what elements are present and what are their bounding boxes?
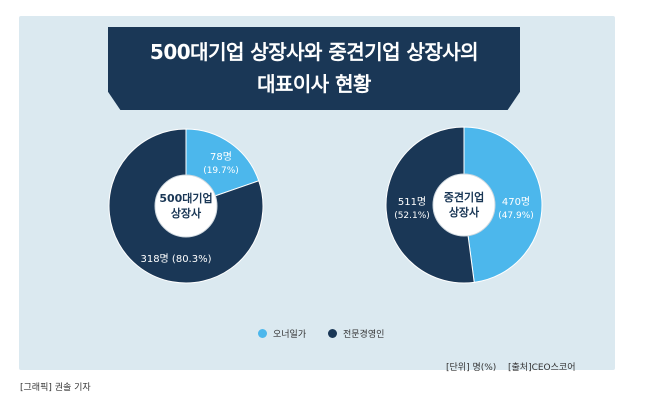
legend-label-owner: 오너일가 [273,330,307,340]
pie-1-center-label-1: 상장사 [449,205,480,219]
legend-swatch-owner [258,329,267,338]
pie-0-slice-0-label: 78명 [210,151,232,163]
pie-0-slice-0-percent: (19.7%) [203,166,239,176]
source-note: [출처]CEO스코어 [508,363,576,373]
pie-1-slice-1-percent: (52.1%) [394,211,430,221]
chart-title-line-2: 대표이사 현황 [257,72,371,96]
pie-0-center-label-0: 500대기업 [159,191,212,205]
legend-item-professional: 전문경영인 [328,327,384,340]
pie-1-slice-1-label: 511명 [398,196,426,208]
pie-1-slice-0 [463,126,543,283]
legend-swatch-professional [328,329,337,338]
pie-0-slice-1-label: 318명 (80.3%) [140,253,211,265]
graphic-credit: [그래픽] 권솔 기자 [20,383,91,393]
pie-1-slice-0-percent: (47.9%) [498,211,534,221]
title-banner [108,27,520,110]
chart-title-line-1: 500대기업 상장사와 중견기업 상장사의 [149,40,479,64]
pie-1-slice-0-label: 470명 [502,196,530,208]
unit-note: [단위] 명(%) [446,363,497,373]
pie-1-center-label-0: 중견기업 [444,190,484,204]
legend-label-professional: 전문경영인 [343,330,385,340]
pie-0-center-label-1: 상장사 [171,206,202,220]
legend-item-owner: 오너일가 [258,327,306,340]
pie-0-center [154,174,218,238]
pie-1-slice-1 [385,126,475,284]
pie-1-center [432,173,496,237]
